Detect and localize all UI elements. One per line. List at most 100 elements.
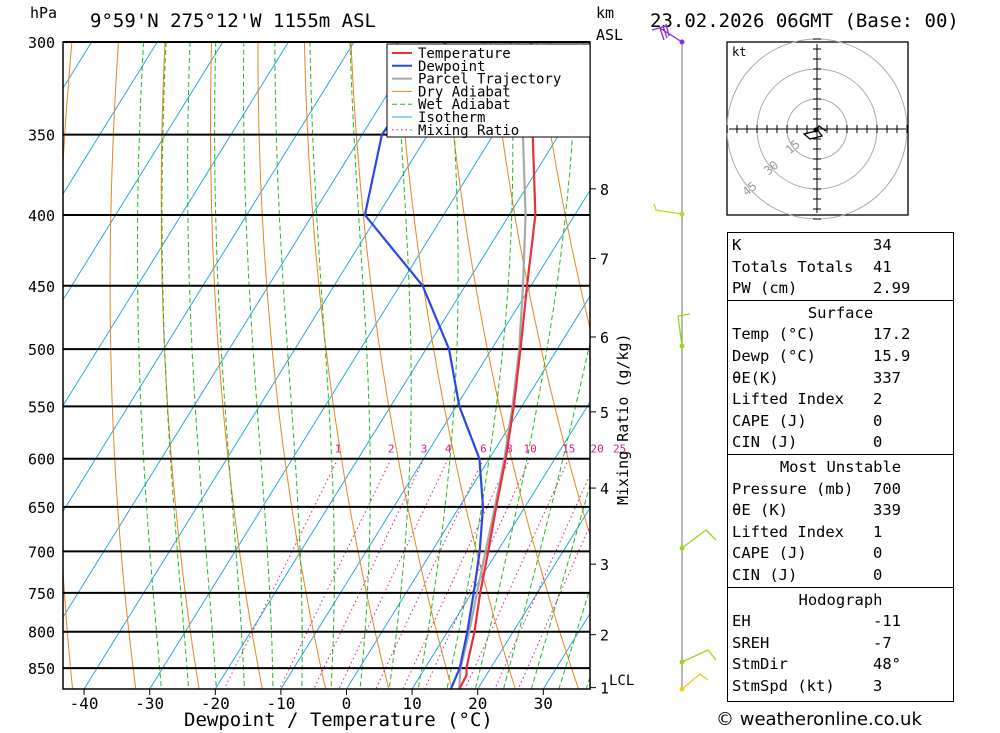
wet-adiabat-line bbox=[446, 42, 514, 689]
wet-adiabat-line bbox=[388, 42, 412, 689]
isotherm-line bbox=[0, 0, 28, 733]
index-label: Totals Totals bbox=[732, 257, 854, 276]
most-unstable-section: Most Unstable Pressure (mb) 700 θE (K) 339 L… bbox=[728, 455, 953, 588]
wet-adiabat-line bbox=[417, 42, 459, 689]
wet-adiabat-line bbox=[474, 42, 578, 689]
hodograph-trace bbox=[802, 125, 827, 140]
surface-value: 337 bbox=[873, 368, 901, 387]
x-tick-label: -10 bbox=[266, 694, 295, 713]
index-label: K bbox=[732, 236, 742, 254]
surface-value: 0 bbox=[873, 433, 883, 452]
mixing-ratio-label: 25 bbox=[613, 443, 626, 456]
km-tick-label: 3 bbox=[600, 556, 609, 574]
x-tick-label: -40 bbox=[70, 694, 99, 713]
legend-item-label: Mixing Ratio bbox=[418, 123, 519, 139]
index-value: 41 bbox=[873, 257, 892, 276]
indices-section: K 34 Totals Totals 41 PW (cm) 2.99 bbox=[728, 233, 953, 301]
wind-barb bbox=[653, 203, 683, 215]
isotherm-line bbox=[63, 42, 158, 195]
surface-label: CIN (J) bbox=[732, 433, 798, 452]
axis-labels: 300350400450500550600650700750800850-40-… bbox=[28, 34, 634, 713]
hodograph-stat-label: SREH bbox=[732, 633, 770, 652]
wind-barb bbox=[681, 673, 709, 690]
isotherm-line bbox=[63, 42, 93, 90]
surface-row: CAPE (J) 0 bbox=[728, 411, 953, 433]
x-tick-label: -30 bbox=[135, 694, 164, 713]
pressure-tick-label: 750 bbox=[28, 585, 55, 603]
hodograph-stat-label: EH bbox=[732, 612, 751, 631]
most-unstable-row: Pressure (mb) 700 bbox=[728, 479, 953, 501]
wet-adiabat-line bbox=[187, 42, 217, 689]
plot-frame bbox=[62, 41, 591, 690]
most-unstable-row: Lifted Index 1 bbox=[728, 522, 953, 544]
x-tick-label: 20 bbox=[468, 694, 487, 713]
mixing-ratio-label: 6 bbox=[480, 443, 487, 456]
surface-label: Temp (°C) bbox=[732, 325, 816, 344]
hodograph-stat-value: 3 bbox=[873, 676, 883, 695]
dry-adiabat-line bbox=[303, 42, 390, 689]
x-tick-label: -20 bbox=[201, 694, 230, 713]
datetime-title: 23.02.2026 06GMT (Base: 00) bbox=[650, 10, 959, 32]
mixing-ratio-label: 8 bbox=[506, 443, 513, 456]
wet-adiabat-line bbox=[502, 340, 590, 689]
km-tick-label: 8 bbox=[600, 181, 609, 199]
mixing-ratio-label: 1 bbox=[335, 443, 342, 456]
parcel-trajectory-line bbox=[458, 42, 527, 689]
hodograph-stat-value: -11 bbox=[873, 612, 901, 631]
mixing-ratio-axis-title: Mixing Ratio (g/kg) bbox=[614, 333, 632, 505]
surface-value: 17.2 bbox=[873, 325, 911, 344]
surface-row: Lifted Index 2 bbox=[728, 389, 953, 411]
wet-adiabat-line bbox=[309, 42, 335, 689]
pressure-tick-label: 650 bbox=[28, 499, 55, 517]
mixing-ratio-line bbox=[464, 458, 570, 689]
hodograph-stat-row: SREH -7 bbox=[728, 633, 953, 655]
surface-label: Dewp (°C) bbox=[732, 346, 816, 365]
most-unstable-row: CIN (J) 0 bbox=[728, 565, 953, 587]
index-value: 34 bbox=[873, 236, 892, 254]
wet-adiabat-line bbox=[243, 42, 274, 689]
most-unstable-label: θE (K) bbox=[732, 501, 788, 520]
dry-adiabat-line bbox=[109, 42, 137, 689]
hodograph-unit-label: kt bbox=[732, 45, 746, 59]
most-unstable-label: CAPE (J) bbox=[732, 544, 807, 563]
index-value: 2.99 bbox=[873, 279, 911, 298]
isotherm-line bbox=[542, 612, 590, 689]
wet-adiabat-line bbox=[214, 42, 245, 689]
most-unstable-value: 1 bbox=[873, 522, 883, 541]
legend-item-label: Dewpoint bbox=[418, 59, 485, 75]
legend-item-label: Dry Adiabat bbox=[418, 84, 511, 100]
hodograph-stats-title: Hodograph bbox=[798, 590, 883, 609]
wet-adiabat-line bbox=[558, 587, 590, 689]
most-unstable-value: 0 bbox=[873, 544, 883, 563]
most-unstable-row: θE (K) 339 bbox=[728, 500, 953, 522]
dry-adiabat-line bbox=[396, 42, 516, 689]
pressure-tick-label: 450 bbox=[28, 278, 55, 296]
pressure-tick-label: 400 bbox=[28, 207, 55, 225]
most-unstable-row: CAPE (J) 0 bbox=[728, 543, 953, 565]
stats-panel: K 34 Totals Totals 41 PW (cm) 2.99 Surface Te… bbox=[727, 232, 954, 702]
most-unstable-title: Most Unstable bbox=[779, 457, 902, 476]
wind-barb bbox=[677, 313, 691, 347]
surface-label: Lifted Index bbox=[732, 390, 844, 409]
surface-section: Surface Temp (°C) 17.2 Dewp (°C) 15.9 θE(K) 3… bbox=[728, 301, 953, 455]
hodograph-stats-section: Hodograph EH -11 SREH -7 StmDir 48° StmSpd (kt… bbox=[728, 588, 953, 698]
wind-barb bbox=[681, 649, 717, 663]
most-unstable-value: 339 bbox=[873, 501, 901, 520]
x-tick-label: 10 bbox=[402, 694, 421, 713]
index-label: PW (cm) bbox=[732, 279, 798, 298]
km-tick-label: 5 bbox=[600, 404, 609, 422]
surface-label: θE(K) bbox=[732, 368, 779, 387]
legend-item-label: Temperature bbox=[418, 46, 511, 62]
copyright-link[interactable]: © weatheronline.co.uk bbox=[716, 709, 922, 730]
dewpoint-line bbox=[363, 42, 485, 689]
surface-value: 2 bbox=[873, 390, 883, 409]
legend-item-label: Isotherm bbox=[418, 110, 485, 126]
wind-profile bbox=[651, 23, 717, 692]
km-tick-label: 1 bbox=[600, 680, 609, 698]
dry-adiabat-line bbox=[210, 42, 263, 689]
isotherm-line bbox=[63, 42, 224, 301]
dry-adiabat-line bbox=[160, 42, 200, 689]
hodograph-stat-row: StmSpd (kt) 3 bbox=[728, 676, 953, 698]
